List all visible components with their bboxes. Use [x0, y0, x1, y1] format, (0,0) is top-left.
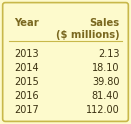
Text: 2013: 2013: [14, 49, 39, 59]
Text: 39.80: 39.80: [92, 77, 119, 87]
Text: 2017: 2017: [14, 105, 39, 115]
Text: 112.00: 112.00: [86, 105, 119, 115]
Text: 2.13: 2.13: [98, 49, 119, 59]
Text: 2015: 2015: [14, 77, 39, 87]
Text: 2014: 2014: [14, 63, 39, 73]
Text: Sales
($ millions): Sales ($ millions): [56, 18, 119, 40]
FancyBboxPatch shape: [3, 3, 128, 121]
Text: 18.10: 18.10: [92, 63, 119, 73]
Text: Year: Year: [14, 18, 39, 28]
Text: 2016: 2016: [14, 91, 39, 101]
Text: 81.40: 81.40: [92, 91, 119, 101]
